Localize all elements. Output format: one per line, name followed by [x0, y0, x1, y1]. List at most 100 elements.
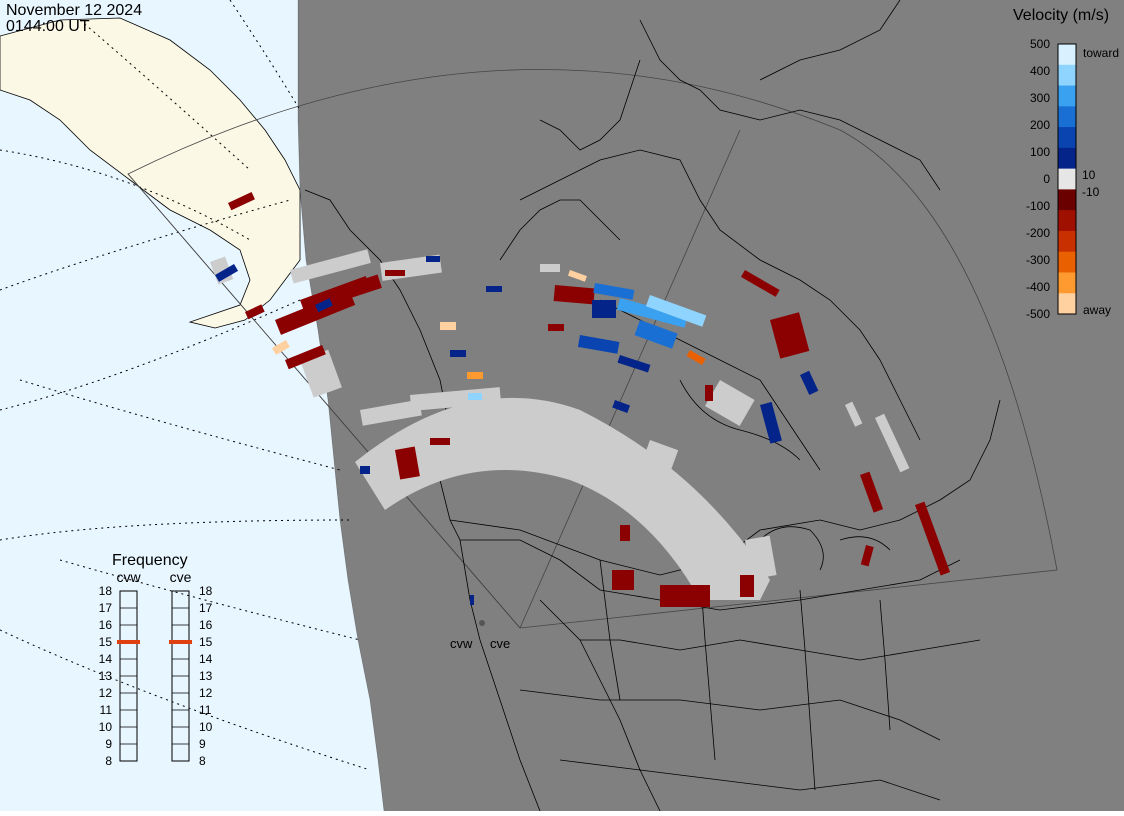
frequency-scale-label: 18	[99, 584, 113, 598]
velocity-cell	[592, 300, 616, 318]
frequency-scale-label: 15	[99, 635, 113, 649]
velocity-cell	[228, 192, 255, 211]
plot-time: 0144:00 UT	[6, 18, 90, 35]
away-velocity-cells	[228, 192, 951, 607]
velocity-cell	[860, 545, 874, 567]
frequency-scale-label: 17	[199, 601, 213, 615]
radar-site-label-cvw: cvw	[450, 636, 473, 651]
velocity-swatch	[1058, 272, 1076, 294]
velocity-cell	[800, 370, 819, 395]
velocity-swatches	[1057, 43, 1077, 315]
velocity-cell	[620, 525, 630, 541]
velocity-cell	[214, 264, 239, 282]
frequency-scale-label: 15	[199, 635, 213, 649]
velocity-cell	[360, 466, 370, 474]
velocity-swatch	[1058, 189, 1076, 211]
ground-scatter-cell	[844, 401, 863, 427]
frequency-scale-label: 17	[99, 601, 113, 615]
frequency-radar-name: cve	[170, 569, 192, 585]
velocity-cell	[468, 393, 482, 400]
velocity-cell	[645, 295, 707, 327]
velocity-tick-label: -300	[1026, 253, 1050, 267]
ground-scatter-cell	[745, 535, 777, 580]
ground-scatter-cell	[290, 249, 371, 284]
frequency-radar-name: cvw	[116, 569, 141, 585]
velocity-cell	[467, 372, 483, 379]
velocity-cell	[315, 298, 333, 313]
velocity-tick-label: -500	[1026, 307, 1050, 321]
velocity-swatch	[1058, 251, 1076, 273]
frequency-scale-label: 14	[199, 652, 213, 666]
frequency-scale-label: 9	[105, 737, 112, 751]
velocity-swatch	[1058, 85, 1076, 107]
velocity-cell	[245, 304, 265, 320]
velocity-tick-label: 300	[1030, 91, 1050, 105]
terminator-line	[297, 0, 385, 812]
ground-scatter-cell	[460, 406, 480, 414]
velocity-cell	[593, 283, 635, 300]
velocity-tick-label: 100	[1030, 145, 1050, 159]
velocity-cell	[385, 270, 405, 276]
velocity-swatch	[1058, 106, 1076, 128]
ground-scatter-cells	[209, 249, 910, 600]
velocity-cell	[741, 270, 780, 297]
velocity-cell	[330, 274, 382, 304]
radar-site-marker	[479, 620, 485, 626]
velocity-cell	[616, 297, 688, 328]
velocity-cell	[470, 595, 474, 605]
fov-outlines	[127, 69, 1058, 629]
velocity-cell	[860, 471, 884, 513]
velocity-tick-label: -400	[1026, 280, 1050, 294]
velocity-cell	[450, 350, 466, 357]
velocity-cell	[567, 269, 587, 282]
velocity-cell	[272, 340, 290, 355]
velocity-cell	[660, 585, 710, 607]
velocity-cell	[486, 286, 502, 292]
velocity-cell	[577, 335, 620, 354]
ground-scatter-cell	[540, 264, 560, 272]
frequency-scale-label: 10	[199, 720, 213, 734]
velocity-cell	[553, 284, 595, 305]
frequency-scale-label: 12	[99, 686, 113, 700]
frequency-scale-label: 16	[99, 618, 113, 632]
velocity-colorbar: Velocity (m/s) 500400300200100100-10-100…	[1013, 7, 1119, 321]
ground-scatter-cell	[705, 379, 755, 426]
velocity-tick-label: 200	[1030, 118, 1050, 132]
velocity-tick-labels: 500400300200100100-10-100-200-300-400-50…	[1026, 37, 1100, 321]
frequency-marker	[117, 640, 140, 644]
velocity-colorbar-frame	[1057, 43, 1077, 315]
frequency-scale-label: 11	[199, 703, 212, 717]
frequency-scale-label: 9	[199, 737, 206, 751]
velocity-cell	[634, 320, 678, 349]
plot-date: November 12 2024	[6, 2, 143, 19]
frequency-scale-label: 12	[199, 686, 213, 700]
velocity-swatch	[1058, 168, 1076, 190]
away-label: away	[1083, 303, 1111, 317]
frequency-bars: cvw cve 18 18 17 17 16 16 15 15 14 14 13 13 12 12 11 11 10…	[99, 569, 213, 768]
velocity-swatch	[1058, 210, 1076, 232]
frequency-scale-label: 13	[99, 669, 113, 683]
frequency-scale-label: 18	[199, 584, 213, 598]
velocity-cell	[760, 401, 782, 444]
velocity-tick-label: 500	[1030, 37, 1050, 51]
frequency-scale-label: 8	[105, 754, 112, 768]
alaska-landmass	[0, 17, 301, 329]
frequency-title: Frequency	[112, 552, 188, 569]
velocity-cell	[426, 256, 440, 262]
velocity-cell	[740, 575, 754, 597]
frequency-scale-label: 14	[99, 652, 113, 666]
velocity-tick-label: 0	[1043, 172, 1050, 186]
velocity-swatch	[1058, 293, 1076, 315]
toward-velocity-cells	[214, 256, 819, 605]
frequency-scale-label: 16	[199, 618, 213, 632]
velocity-cell	[285, 345, 326, 370]
frequency-scale-label: 8	[199, 754, 206, 768]
frequency-scale-label: 13	[199, 669, 213, 683]
velocity-cell	[430, 438, 450, 445]
frequency-panel: Frequency cvw cve 18 18 17 17 16 16 15 15 14 14 13 13…	[99, 552, 213, 768]
ground-scatter-cell	[300, 349, 342, 398]
velocity-swatch	[1058, 147, 1076, 170]
velocity-swatch	[1058, 230, 1076, 253]
